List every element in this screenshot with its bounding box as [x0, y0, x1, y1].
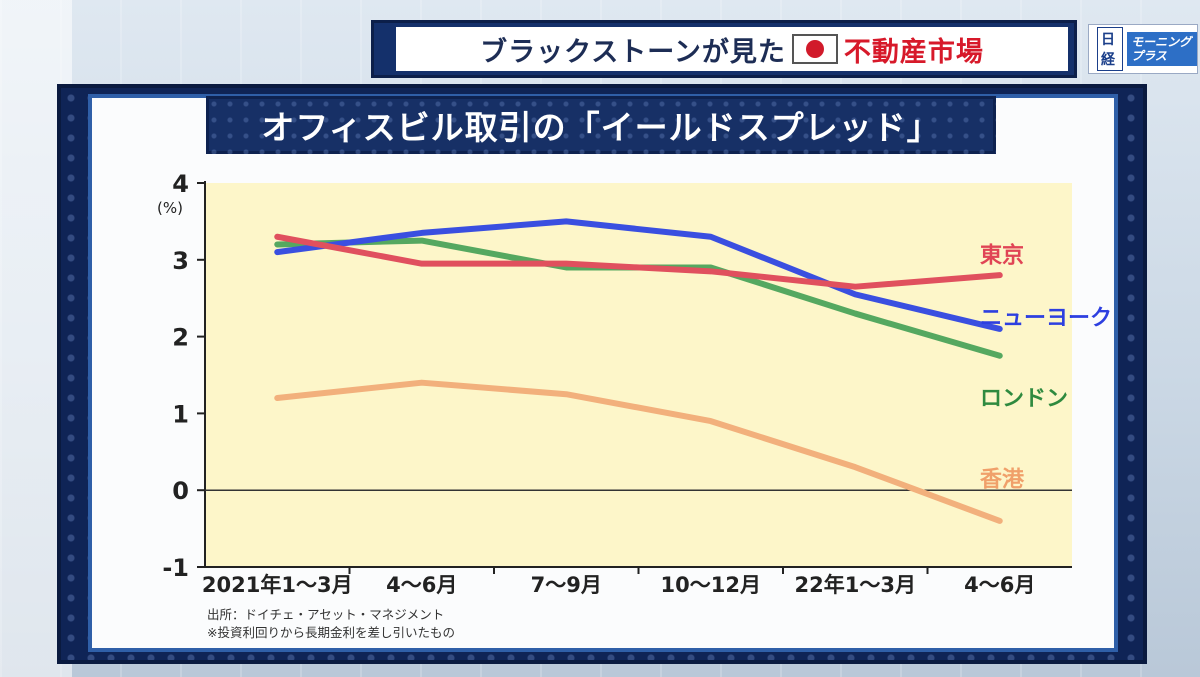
series-line-0 [274, 233, 1003, 290]
x-tick-label: 22年1～3月 [795, 573, 916, 597]
nikkei-logo-text: 日経 [1097, 27, 1124, 71]
y-axis-unit-label: (%) [157, 199, 183, 217]
series-line-1 [274, 218, 1003, 332]
x-tick-label: 2021年1～3月 [202, 573, 353, 597]
y-tick-label: 3 [172, 247, 189, 275]
series-label-0: 東京 [980, 243, 1024, 269]
series-label-3: 香港 [980, 467, 1025, 492]
x-tick-label: 10～12月 [661, 573, 761, 597]
chart-title: オフィスビル取引の「イールドスプレッド」 [261, 108, 941, 147]
chart-source-note: 出所：ドイチェ・アセット・マネジメント ※投資利回りから長期金利を差し引いたもの [207, 606, 455, 642]
program-logo-text: モーニングプラス [1127, 32, 1197, 66]
top-banner: ブラックストーンが見た 不動産市場 [371, 20, 1077, 78]
y-tick-label: -1 [162, 554, 189, 582]
plot-background [205, 183, 1072, 567]
x-tick-label: 7～9月 [531, 573, 602, 597]
banner-caption: ブラックストーンが見た 不動産市場 [396, 27, 1068, 71]
banner-right-text: 不動産市場 [843, 36, 984, 68]
japan-flag-icon [791, 34, 838, 64]
banner-left-text: ブラックストーンが見た [480, 36, 786, 68]
source-line: 出所：ドイチェ・アセット・マネジメント [207, 607, 445, 622]
y-tick-label: 2 [172, 324, 189, 352]
x-tick-label: 4～6月 [964, 573, 1035, 597]
series-label-2: ロンドン [980, 387, 1068, 412]
footnote-line: ※投資利回りから長期金利を差し引いたもの [207, 625, 455, 640]
y-tick-label: 4 [172, 170, 189, 198]
chart-title-band: オフィスビル取引の「イールドスプレッド」 [206, 96, 996, 154]
program-logo: 日経 モーニングプラス [1088, 24, 1198, 74]
y-tick-label: 1 [172, 400, 189, 428]
y-tick-label: 0 [172, 477, 189, 505]
series-label-1: ニューヨーク [980, 306, 1112, 331]
x-tick-label: 4～6月 [386, 573, 457, 597]
series-line-3 [274, 379, 1003, 524]
